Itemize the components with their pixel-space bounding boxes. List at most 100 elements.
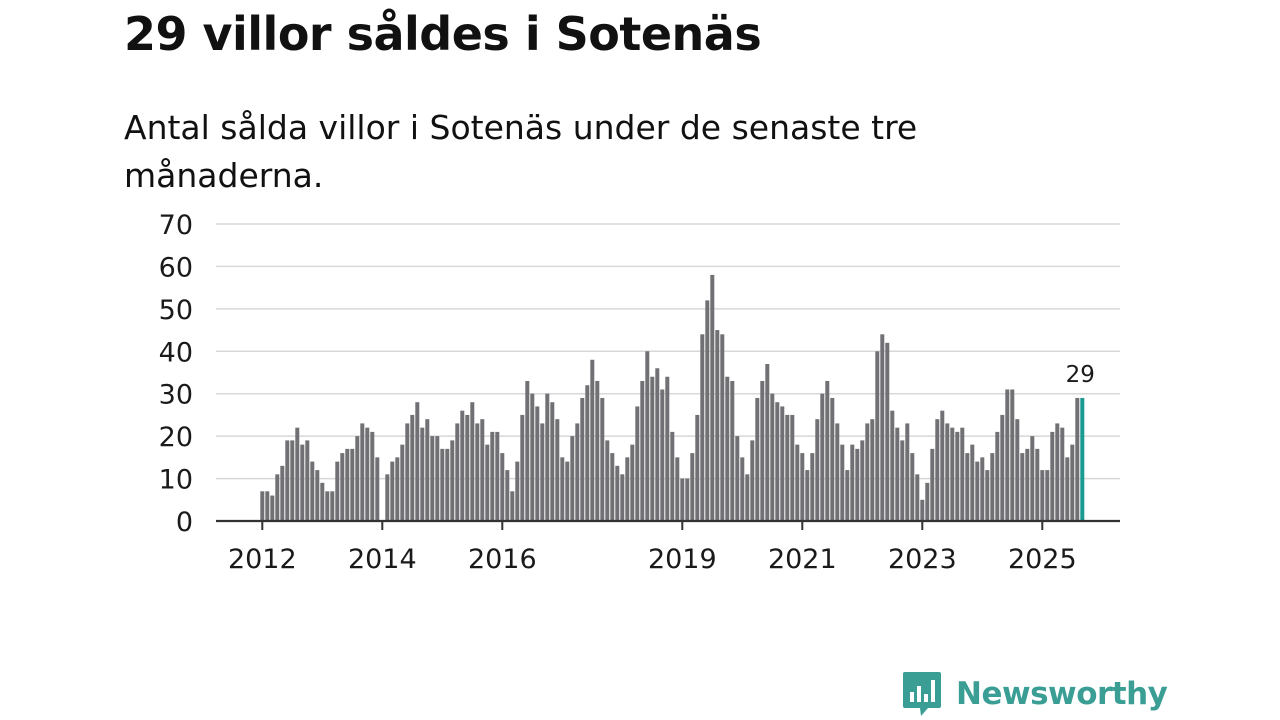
bar xyxy=(525,380,530,521)
bar xyxy=(745,474,750,521)
bar xyxy=(1030,436,1035,521)
bar xyxy=(420,427,425,521)
bar xyxy=(390,461,395,521)
bar xyxy=(880,334,885,521)
bar xyxy=(635,406,640,521)
bar xyxy=(600,397,605,521)
bar xyxy=(640,380,645,521)
bar xyxy=(815,419,820,521)
bar xyxy=(685,478,690,521)
bar xyxy=(1045,470,1050,521)
bar xyxy=(1010,389,1015,521)
bar xyxy=(1070,444,1075,521)
bar xyxy=(490,431,495,521)
bar xyxy=(455,423,460,521)
bar xyxy=(805,470,810,521)
bar xyxy=(620,474,625,521)
bar xyxy=(695,414,700,521)
bar xyxy=(1055,423,1060,521)
bar xyxy=(1020,453,1025,521)
bar xyxy=(800,453,805,521)
bar xyxy=(590,359,595,521)
x-tick-label: 2021 xyxy=(768,544,837,575)
bar xyxy=(460,410,465,521)
bar xyxy=(550,402,555,521)
bar xyxy=(470,402,475,521)
bar xyxy=(515,461,520,521)
bar xyxy=(930,448,935,521)
bar xyxy=(360,423,365,521)
bar xyxy=(755,397,760,521)
bar xyxy=(870,419,875,521)
bar xyxy=(835,423,840,521)
bar xyxy=(885,342,890,521)
bar xyxy=(960,427,965,521)
bar xyxy=(330,491,335,521)
bar xyxy=(295,427,300,521)
y-tick-label: 0 xyxy=(176,507,193,538)
bar xyxy=(840,444,845,521)
bar xyxy=(340,453,345,521)
bar-chart: 0 10 20 30 40 50 60 70 2012 2014 2016 2019 2021 2023… xyxy=(159,210,1120,575)
bar xyxy=(965,453,970,521)
bar xyxy=(810,453,815,521)
bar xyxy=(655,368,660,521)
brand-name: Newsworthy xyxy=(956,676,1168,712)
bar xyxy=(405,423,410,521)
bar xyxy=(275,474,280,521)
x-tick-label: 2012 xyxy=(228,544,297,575)
bar xyxy=(595,380,600,521)
newsworthy-logo: Newsworthy xyxy=(902,668,1168,720)
bar xyxy=(865,423,870,521)
bar xyxy=(575,423,580,521)
bar xyxy=(1005,389,1010,521)
bar xyxy=(1065,457,1070,521)
bar xyxy=(530,393,535,521)
chart-subtitle: Antal sålda villor i Sotenäs under de se… xyxy=(124,108,918,195)
bar xyxy=(730,380,735,521)
bar xyxy=(320,482,325,521)
bar xyxy=(505,470,510,521)
bar xyxy=(820,393,825,521)
bar xyxy=(400,444,405,521)
bar xyxy=(555,419,560,521)
bar xyxy=(955,431,960,521)
bar xyxy=(700,334,705,521)
x-tick-label: 2025 xyxy=(1008,544,1077,575)
bar xyxy=(855,448,860,521)
bar xyxy=(615,465,620,521)
bar xyxy=(915,474,920,521)
bar xyxy=(825,380,830,521)
bar xyxy=(860,440,865,521)
bar xyxy=(675,457,680,521)
bar xyxy=(305,440,310,521)
y-tick-label: 20 xyxy=(159,422,193,453)
bar xyxy=(415,402,420,521)
bar xyxy=(790,414,795,521)
bar xyxy=(610,453,615,521)
bar xyxy=(410,414,415,521)
bar xyxy=(475,423,480,521)
bar xyxy=(1035,448,1040,521)
bar xyxy=(940,410,945,521)
bar xyxy=(740,457,745,521)
bar xyxy=(440,448,445,521)
bar xyxy=(335,461,340,521)
x-tick-label: 2016 xyxy=(468,544,537,575)
bar xyxy=(975,461,980,521)
x-tick-label: 2014 xyxy=(348,544,417,575)
bar-highlight xyxy=(1080,397,1085,521)
bar xyxy=(630,444,635,521)
bar xyxy=(565,461,570,521)
bar xyxy=(485,444,490,521)
bar xyxy=(680,478,685,521)
bar xyxy=(625,457,630,521)
bar xyxy=(950,427,955,521)
bar xyxy=(725,376,730,521)
bar xyxy=(910,453,915,521)
bar xyxy=(1060,427,1065,521)
bar xyxy=(480,419,485,521)
bar-chart-speech-bubble-icon xyxy=(903,672,941,716)
bar xyxy=(580,397,585,521)
bar xyxy=(350,448,355,521)
